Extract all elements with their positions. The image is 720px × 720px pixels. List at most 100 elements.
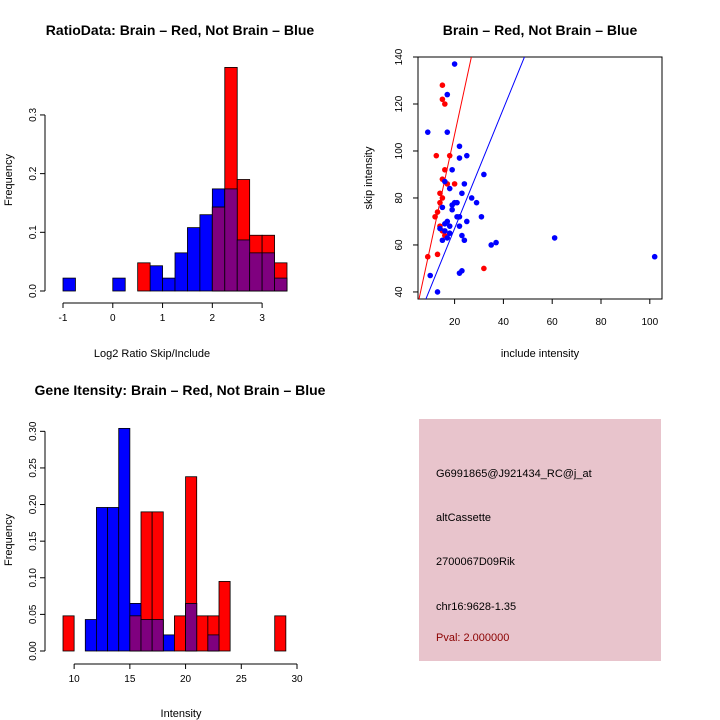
- scatter-point-brain-10: [442, 101, 448, 107]
- ratio-histogram-plot: -1 0 1 2 3 0.0 0.1 0.2 0.3: [28, 67, 288, 324]
- hist1-not-brain-bar-3: [162, 277, 176, 292]
- scatter-point-brain-4: [437, 199, 443, 206]
- scatter-point-not-brain-4: [439, 237, 446, 244]
- ratio-histogram-ylabel: Frequency: [3, 154, 15, 206]
- gene-intensity-title: Gene Itensity: Brain – Red, Not Brain – …: [35, 382, 326, 398]
- scatter-point-brain-17: [451, 181, 458, 187]
- hist3-x-tick-label: 20: [180, 674, 192, 685]
- hist1-x-tick-label: -1: [59, 313, 68, 324]
- event-type-text: altCassette: [436, 512, 491, 524]
- hist1-not-brain-bar-5: [187, 227, 201, 292]
- hist3-y-tick-label: 0.05: [28, 604, 39, 624]
- scatter-point-not-brain-2: [434, 289, 441, 295]
- scatter-point-brain-0: [434, 251, 441, 258]
- info-panel-background: [419, 419, 661, 661]
- info-panel: G6991865@J921434_RC@j_at altCassette 270…: [419, 419, 661, 661]
- scatter-point-brain-1: [432, 213, 438, 220]
- hist3-x-tick-label: 30: [291, 674, 303, 685]
- ratio-histogram-panel: RatioData: Brain – Red, Not Brain – Blue…: [3, 22, 314, 360]
- scatter-fit-line-blue: [425, 57, 525, 299]
- hist1-y-tick-label: 0.2: [28, 166, 39, 180]
- hist3-overlap-bar-20: [185, 603, 198, 652]
- scatter-data-area: [418, 57, 658, 299]
- scatter-point-brain-9: [439, 82, 446, 88]
- hist1-not-brain-bar-2: [149, 265, 163, 292]
- gene-intensity-histogram-panel: Gene Itensity: Brain – Red, Not Brain – …: [3, 382, 326, 720]
- gene-name-text: 2700067D09Rik: [436, 556, 515, 568]
- hist3-overlap-bar-15: [129, 615, 142, 652]
- scatter-point-not-brain-1: [427, 272, 434, 279]
- scatter-point-not-brain-19: [488, 242, 495, 248]
- scatter-point-brain-6: [439, 195, 446, 201]
- scatter-point-not-brain-37: [442, 178, 448, 185]
- scatter-x-tick-label: 20: [449, 317, 461, 328]
- scatter-y-tick-label: 140: [394, 48, 405, 65]
- scatter-point-brain-5: [437, 190, 443, 197]
- hist3-x-tick-label: 25: [236, 674, 248, 685]
- scatter-point-not-brain-33: [456, 270, 463, 276]
- scatter-y-tick-label: 40: [394, 286, 405, 298]
- scatter-point-not-brain-16: [473, 199, 480, 206]
- scatter-point-not-brain-35: [444, 91, 451, 98]
- scatter-point-not-brain-12: [459, 232, 465, 239]
- hist1-y-tick-label: 0.3: [28, 108, 39, 122]
- ratio-histogram-xlabel: Log2 Ratio Skip/Include: [94, 348, 210, 360]
- hist3-not-brain-bar-1: [96, 507, 108, 652]
- hist3-brain-bar-9: [274, 615, 287, 652]
- hist1-y-tick-label: 0.0: [28, 284, 39, 298]
- hist1-overlap-bar-3: [261, 252, 275, 292]
- hist3-x-tick-label: 15: [124, 674, 136, 685]
- scatter-point-not-brain-42: [651, 253, 658, 260]
- hist3-overlap-bar-17: [151, 619, 164, 652]
- scatter-point-brain-13: [446, 152, 453, 159]
- scatter-point-not-brain-30: [454, 213, 460, 220]
- gene-intensity-plot: 10 15 20 25 30 0.00 0.05 0.10 0.15 0.20 0.25 0.30: [28, 421, 303, 685]
- hist3-y-tick-label: 0.20: [28, 494, 39, 514]
- hist1-overlap-bar-2.75: [249, 252, 263, 292]
- intensity-scatter-panel: Brain – Red, Not Brain – Blue 20 40 60 80 10…: [363, 22, 663, 360]
- hist3-overlap-bar-16: [140, 619, 153, 652]
- hist3-brain-bar-4: [174, 615, 186, 652]
- scatter-x-tick-label: 80: [595, 317, 607, 328]
- scatter-y-tick-label: 100: [394, 142, 405, 159]
- scatter-point-not-brain-21: [459, 190, 465, 197]
- scatter-y-tick-label: 120: [394, 95, 405, 112]
- scatter-point-not-brain-13: [461, 237, 468, 244]
- scatter-point-not-brain-3: [437, 225, 443, 232]
- hist3-not-brain-bar-2: [107, 507, 120, 652]
- scatter-plot: 20 40 60 80 100 40 60 80 100 120 140: [394, 48, 663, 328]
- scatter-point-not-brain-39: [442, 221, 448, 227]
- hist1-brain-bar-0: [137, 262, 151, 292]
- hist3-y-tick-label: 0.10: [28, 568, 39, 588]
- gene-intensity-xlabel: Intensity: [161, 708, 202, 720]
- scatter-point-not-brain-31: [456, 223, 463, 229]
- ratio-histogram-title: RatioData: Brain – Red, Not Brain – Blue: [46, 22, 315, 38]
- hist1-x-tick-label: 0: [110, 313, 116, 324]
- probe-id-text: G6991865@J921434_RC@j_at: [436, 468, 592, 480]
- scatter-point-brain-11: [442, 166, 448, 173]
- hist3-brain-bar-0: [62, 615, 75, 652]
- scatter-point-not-brain-6: [444, 235, 451, 241]
- scatter-point-not-brain-27: [446, 185, 453, 192]
- hist3-not-brain-bar-0: [84, 619, 97, 652]
- hist3-x-tick-label: 10: [69, 674, 81, 685]
- scatter-frame: [417, 56, 663, 300]
- scatter-point-not-brain-25: [464, 152, 470, 159]
- scatter-point-not-brain-26: [449, 166, 455, 173]
- scatter-point-not-brain-36: [451, 61, 458, 67]
- hist3-overlap-bar-22: [207, 634, 220, 652]
- scatter-point-brain-18: [481, 265, 487, 272]
- scatter-point-not-brain-14: [464, 218, 470, 225]
- hist3-y-tick-label: 0.25: [28, 458, 39, 478]
- hist3-y-tick-label: 0.15: [28, 531, 39, 551]
- scatter-point-not-brain-38: [446, 230, 453, 237]
- scatter-point-not-brain-7: [446, 223, 453, 229]
- hist3-y-tick-label: 0.00: [28, 641, 39, 661]
- hist1-not-brain-bar-1: [112, 277, 126, 292]
- scatter-ylabel: skip intensity: [363, 146, 375, 209]
- scatter-point-not-brain-15: [468, 195, 475, 201]
- hist1-not-brain-bar-4: [174, 252, 188, 292]
- scatter-point-brain-19: [424, 253, 431, 260]
- hist1-x-tick-label: 2: [210, 313, 216, 324]
